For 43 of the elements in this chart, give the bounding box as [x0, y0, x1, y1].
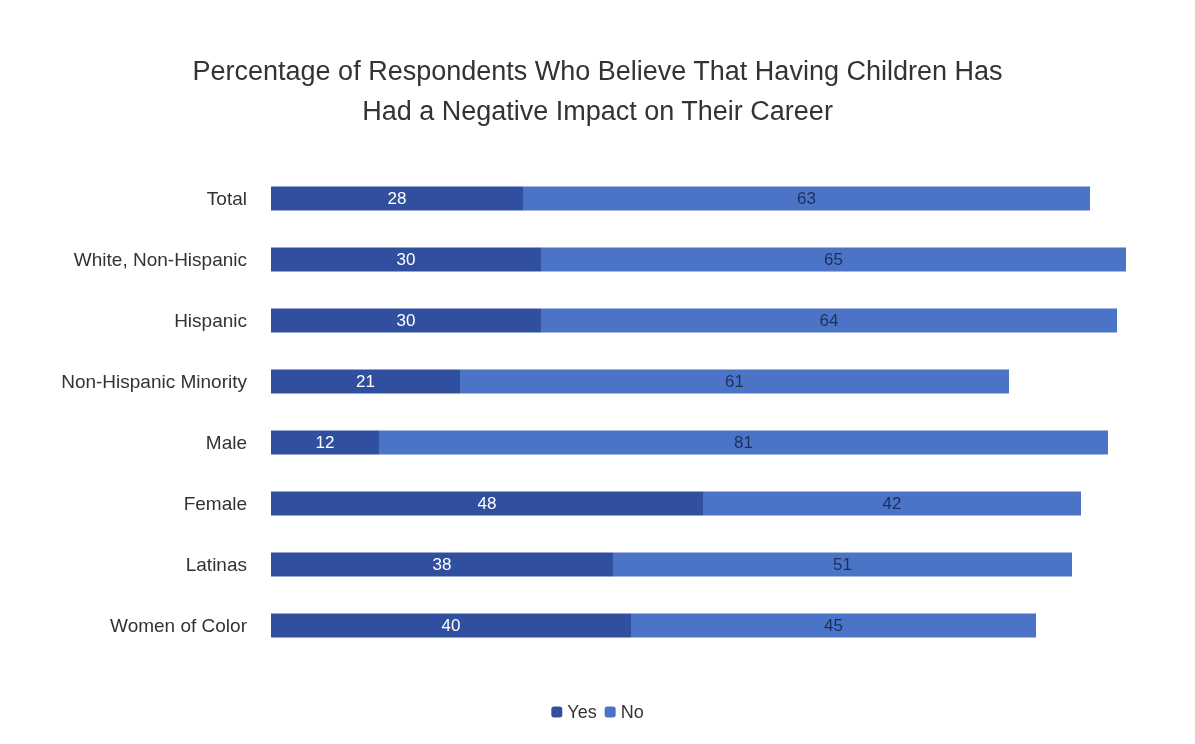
bar — [541, 308, 1117, 333]
data-label: 51 — [833, 555, 852, 574]
data-label: 61 — [725, 372, 744, 391]
data-label: 30 — [396, 250, 416, 269]
bar — [271, 430, 379, 455]
data-label: 42 — [882, 494, 902, 513]
bar — [460, 369, 1009, 394]
bar — [271, 369, 460, 394]
data-label: 38 — [432, 555, 452, 574]
data-label: 48 — [477, 494, 497, 513]
bar — [613, 552, 1072, 577]
y-tick-label: White, Non-Hispanic — [73, 249, 247, 270]
data-label: 12 — [315, 433, 335, 452]
bar — [523, 186, 1090, 211]
bar — [379, 430, 1108, 455]
y-tick-label: Non-Hispanic Minority — [61, 371, 248, 392]
y-tick-label: Female — [183, 493, 247, 514]
legend-label: Yes — [567, 702, 597, 722]
data-label: 65 — [824, 250, 843, 269]
y-tick-label: Latinas — [185, 554, 247, 575]
legend-label: No — [620, 702, 644, 722]
data-label: 63 — [797, 189, 816, 208]
data-label: 28 — [387, 189, 407, 208]
data-label: 40 — [441, 616, 461, 635]
bar — [271, 247, 541, 272]
bar — [541, 247, 1126, 272]
bar — [271, 491, 703, 516]
y-tick-label: Total — [206, 188, 247, 209]
data-label: 45 — [824, 616, 843, 635]
data-label: 64 — [819, 311, 839, 330]
data-label: 21 — [356, 372, 375, 391]
chart-title: Percentage of Respondents Who Believe That Having Children Has Had a Negative Impact on Their Career — [192, 56, 1003, 126]
y-tick-label: Hispanic — [174, 310, 247, 331]
data-label: 81 — [734, 433, 753, 452]
y-tick-label: Women of Color — [110, 615, 248, 636]
bar — [703, 491, 1081, 516]
y-tick-label: Male — [205, 432, 247, 453]
data-label: 30 — [396, 311, 416, 330]
bar — [631, 613, 1036, 638]
bar — [271, 186, 523, 211]
bar — [271, 308, 541, 333]
bar — [271, 552, 613, 577]
bar — [271, 613, 631, 638]
